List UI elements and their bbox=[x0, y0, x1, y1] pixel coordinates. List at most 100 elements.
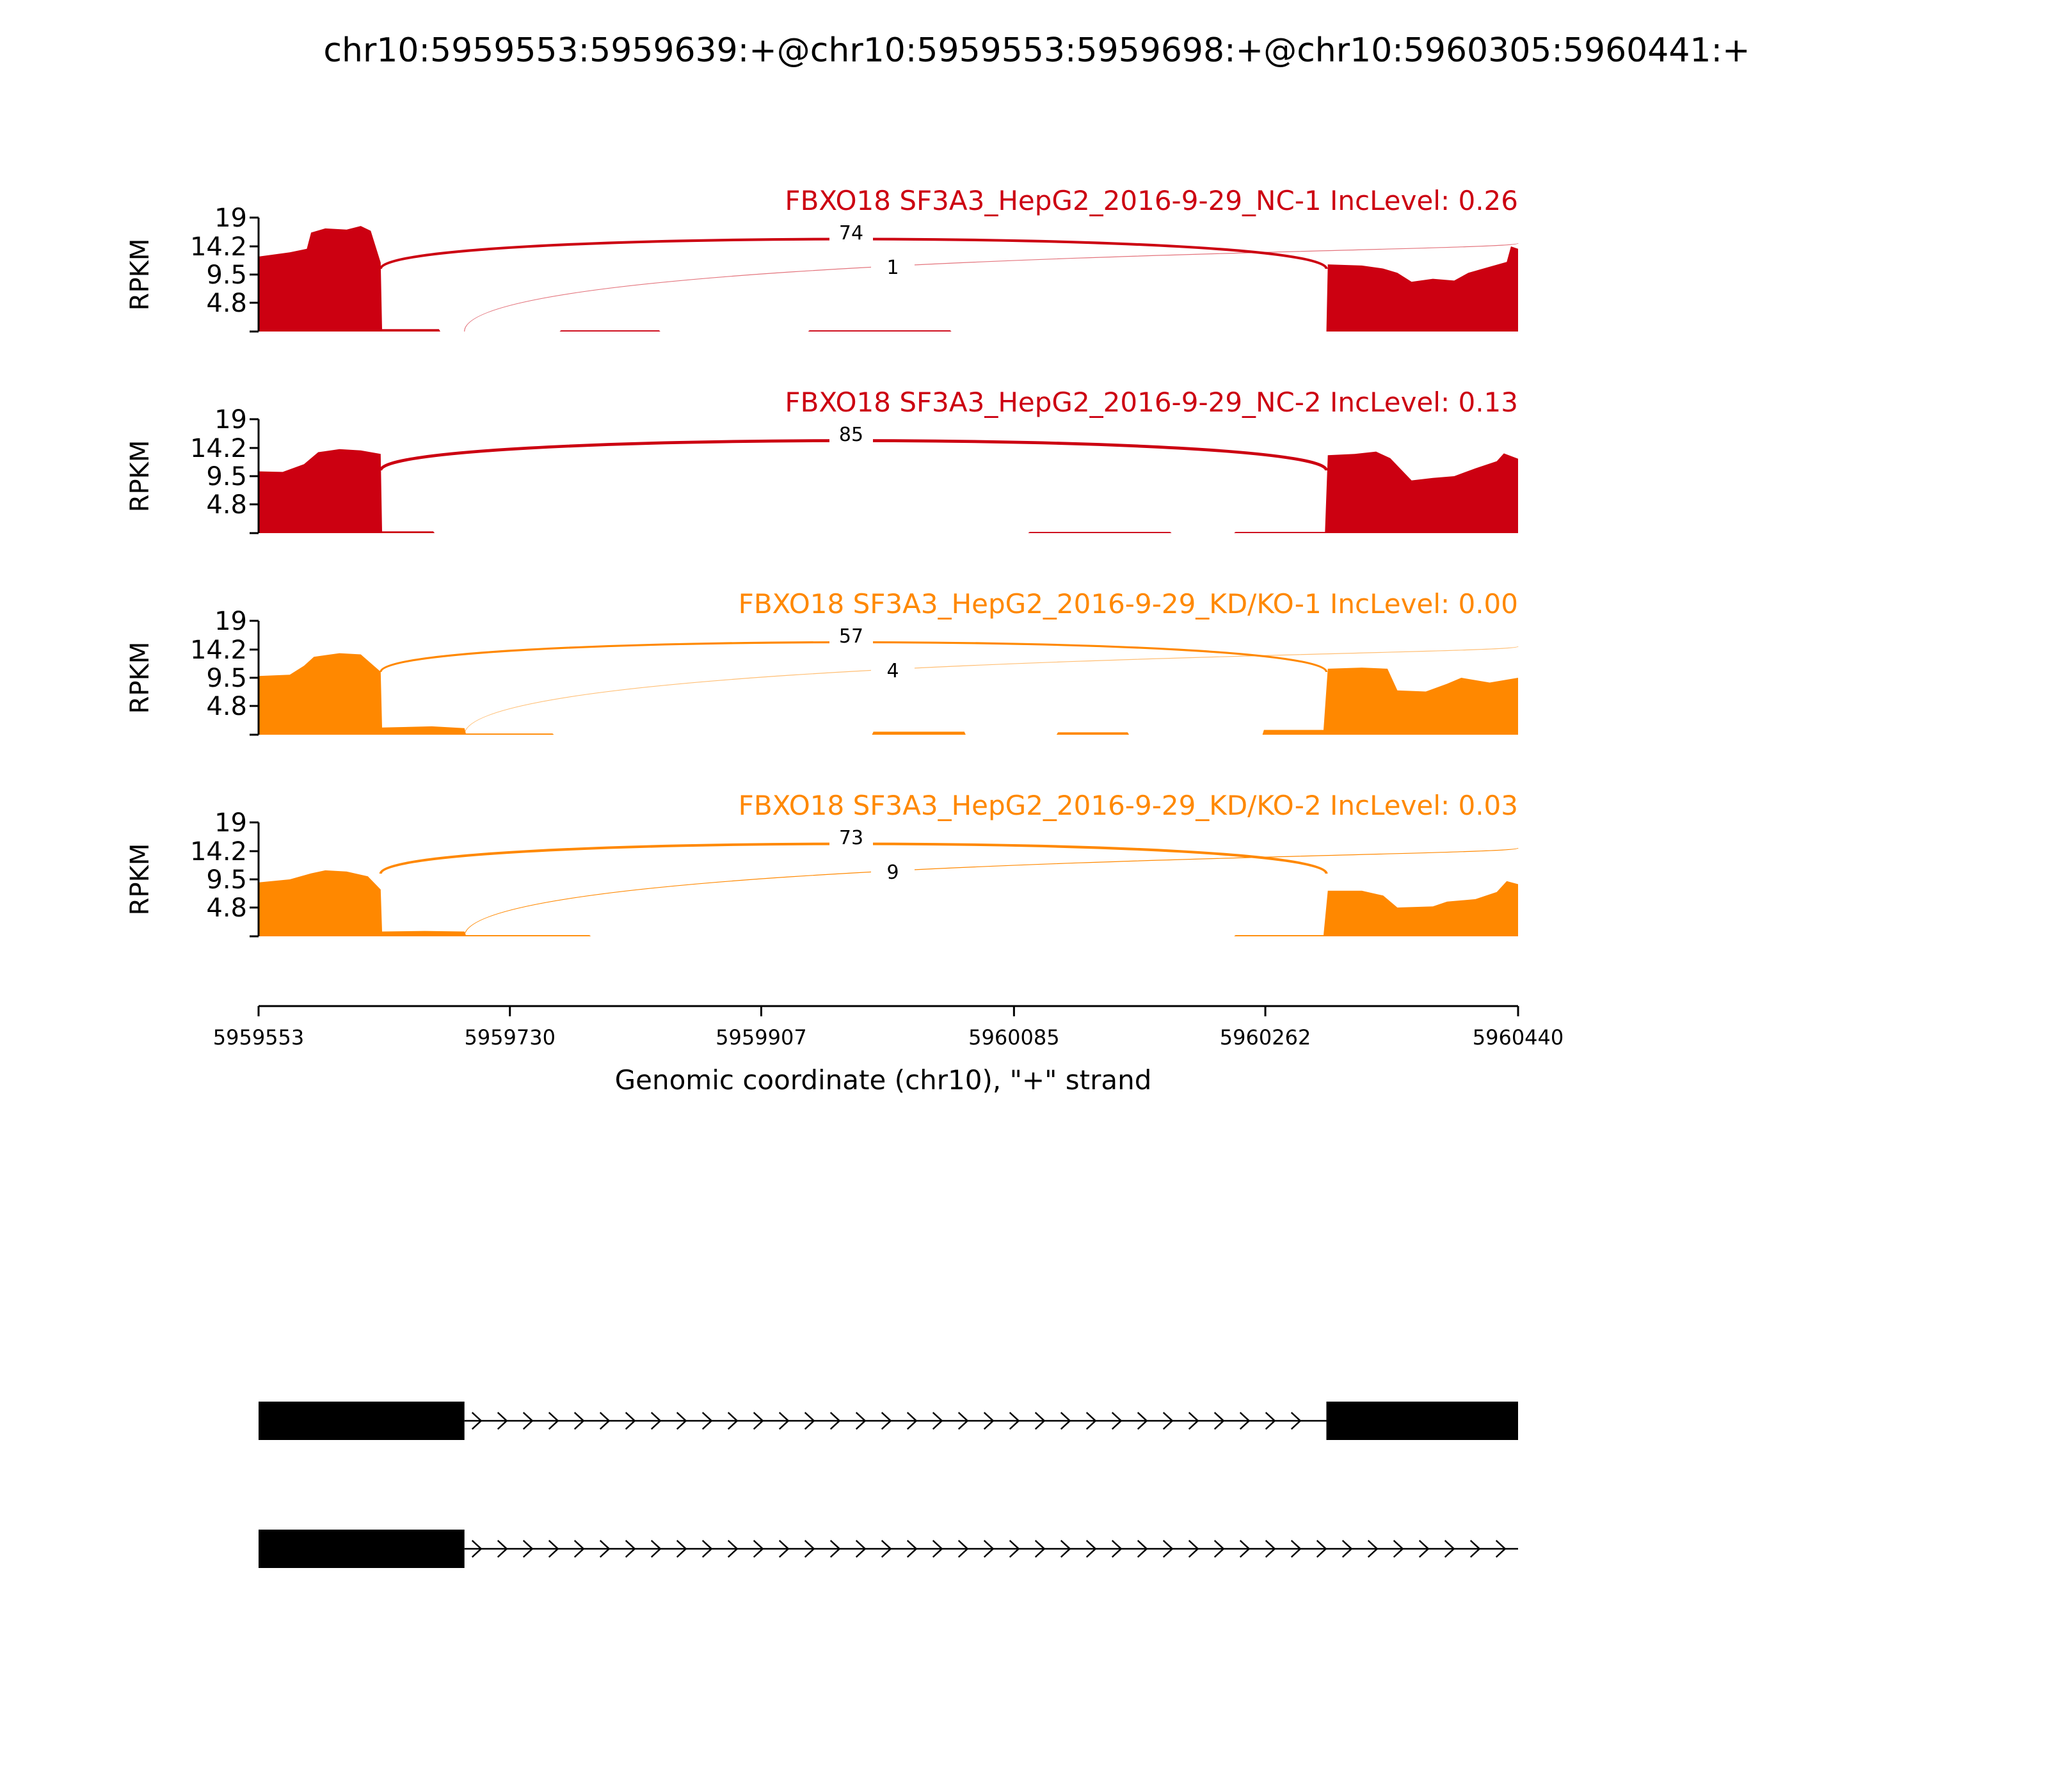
strand-arrow bbox=[778, 1540, 790, 1558]
junction-count-label: 74 bbox=[839, 222, 863, 244]
strand-arrow bbox=[1085, 1540, 1097, 1558]
strand-arrow bbox=[573, 1540, 585, 1558]
junction-label-bg bbox=[871, 255, 915, 276]
strand-arrow bbox=[1162, 1540, 1174, 1558]
y-tick-label: 19 bbox=[214, 204, 247, 233]
strand-arrow bbox=[1162, 1412, 1174, 1430]
y-tick-label: 4.8 bbox=[206, 490, 247, 520]
strand-arrow bbox=[573, 1412, 585, 1430]
sample-label: FBXO18 SF3A3_HepG2_2016-9-29_NC-1 IncLev… bbox=[785, 185, 1518, 216]
y-tick-label: 9.5 bbox=[206, 664, 247, 693]
y-tick-label: 19 bbox=[214, 607, 247, 636]
y-axis-label: RPKM bbox=[125, 239, 155, 311]
strand-arrow bbox=[1265, 1412, 1276, 1430]
coverage-area bbox=[259, 226, 1518, 332]
coverage-area bbox=[259, 653, 1518, 735]
strand-arrow bbox=[1341, 1540, 1353, 1558]
coverage-panel: 57 4 FBXO18 SF3A3_HepG2_2016-9-29_KD/KO-1 … bbox=[125, 588, 1519, 736]
strand-arrow bbox=[957, 1540, 969, 1558]
strand-arrow bbox=[753, 1540, 764, 1558]
x-axis: Genomic coordinate (chr10), "+" strand 5… bbox=[213, 1005, 1564, 1096]
strand-arrow bbox=[1009, 1412, 1020, 1430]
strand-arrow bbox=[957, 1412, 969, 1430]
junction-count-label: 9 bbox=[886, 861, 899, 884]
y-tick-label: 14.2 bbox=[190, 636, 247, 665]
y-tick-label: 4.8 bbox=[206, 289, 247, 318]
y-tick-label: 19 bbox=[214, 405, 247, 435]
strand-arrow bbox=[855, 1540, 867, 1558]
strand-arrow bbox=[1085, 1412, 1097, 1430]
y-axis-label: RPKM bbox=[125, 642, 155, 714]
coverage-panel: 73 9 FBXO18 SF3A3_HepG2_2016-9-29_KD/KO-2 … bbox=[125, 790, 1519, 938]
transcript-model bbox=[259, 1402, 1518, 1440]
strand-arrow bbox=[1060, 1412, 1071, 1430]
strand-arrow bbox=[1290, 1540, 1302, 1558]
strand-arrow bbox=[906, 1540, 918, 1558]
strand-arrow bbox=[599, 1540, 611, 1558]
strand-arrow bbox=[1213, 1540, 1225, 1558]
coverage-panel: 74 1 FBXO18 SF3A3_HepG2_2016-9-29_NC-1 Inc… bbox=[125, 185, 1519, 333]
strand-arrow bbox=[548, 1412, 559, 1430]
strand-arrow bbox=[1034, 1540, 1046, 1558]
strand-arrow bbox=[932, 1412, 943, 1430]
strand-arrow bbox=[855, 1412, 867, 1430]
junction-count-label: 73 bbox=[839, 827, 863, 849]
transcript-model bbox=[259, 1530, 1518, 1568]
strand-arrow bbox=[497, 1412, 508, 1430]
strand-arrow bbox=[1469, 1540, 1481, 1558]
junction-count-label: 57 bbox=[839, 625, 863, 648]
strand-arrow bbox=[983, 1540, 995, 1558]
exon-box bbox=[259, 1402, 465, 1440]
transcript-models bbox=[259, 1402, 1518, 1568]
strand-arrow bbox=[778, 1412, 790, 1430]
y-tick-label: 19 bbox=[214, 808, 247, 838]
strand-arrow bbox=[1495, 1540, 1507, 1558]
strand-arrow bbox=[906, 1412, 918, 1430]
y-tick-label: 14.2 bbox=[190, 434, 247, 463]
strand-arrow bbox=[727, 1540, 739, 1558]
junction-label-bg bbox=[829, 220, 873, 242]
strand-arrow bbox=[804, 1412, 815, 1430]
y-tick-label: 14.2 bbox=[190, 232, 247, 262]
x-tick-label: 5959730 bbox=[464, 1025, 556, 1050]
strand-arrow bbox=[1213, 1412, 1225, 1430]
x-axis-label: Genomic coordinate (chr10), "+" strand bbox=[615, 1064, 1152, 1096]
strand-arrow bbox=[701, 1540, 713, 1558]
strand-arrow bbox=[727, 1412, 739, 1430]
junction-arc bbox=[464, 243, 1519, 332]
strand-arrow bbox=[625, 1540, 636, 1558]
strand-arrow bbox=[497, 1540, 508, 1558]
strand-arrow bbox=[1418, 1540, 1430, 1558]
chart-title: chr10:5959553:5959639:+@chr10:5959553:59… bbox=[323, 31, 1750, 70]
exon-box bbox=[1326, 1402, 1518, 1440]
junction-count-label: 4 bbox=[886, 660, 899, 682]
strand-arrow bbox=[522, 1540, 534, 1558]
y-tick-label: 14.2 bbox=[190, 837, 247, 867]
y-axis-label: RPKM bbox=[125, 440, 155, 513]
strand-arrow bbox=[753, 1412, 764, 1430]
x-tick-label: 5959553 bbox=[213, 1025, 305, 1050]
y-tick-label: 4.8 bbox=[206, 692, 247, 721]
strand-arrow bbox=[471, 1412, 483, 1430]
strand-arrow bbox=[983, 1412, 995, 1430]
x-tick-label: 5960085 bbox=[968, 1025, 1060, 1050]
strand-arrow bbox=[1111, 1540, 1123, 1558]
coverage-area bbox=[259, 870, 1518, 936]
strand-arrow bbox=[548, 1540, 559, 1558]
strand-arrow bbox=[676, 1412, 687, 1430]
strand-arrow bbox=[471, 1540, 483, 1558]
y-tick-label: 9.5 bbox=[206, 260, 247, 290]
coverage-panel: 85 FBXO18 SF3A3_HepG2_2016-9-29_NC-2 IncL… bbox=[125, 387, 1518, 534]
junction-count-label: 85 bbox=[839, 424, 863, 446]
sample-label: FBXO18 SF3A3_HepG2_2016-9-29_KD/KO-2 Inc… bbox=[739, 790, 1518, 821]
x-tick-label: 5960440 bbox=[1473, 1025, 1564, 1050]
strand-arrow bbox=[932, 1540, 943, 1558]
strand-arrow bbox=[1060, 1540, 1071, 1558]
sample-label: FBXO18 SF3A3_HepG2_2016-9-29_NC-2 IncLev… bbox=[785, 387, 1518, 418]
y-tick-label: 4.8 bbox=[206, 893, 247, 923]
strand-arrow bbox=[1239, 1540, 1251, 1558]
strand-arrow bbox=[881, 1540, 892, 1558]
junction-arc bbox=[464, 646, 1519, 735]
strand-arrow bbox=[522, 1412, 534, 1430]
